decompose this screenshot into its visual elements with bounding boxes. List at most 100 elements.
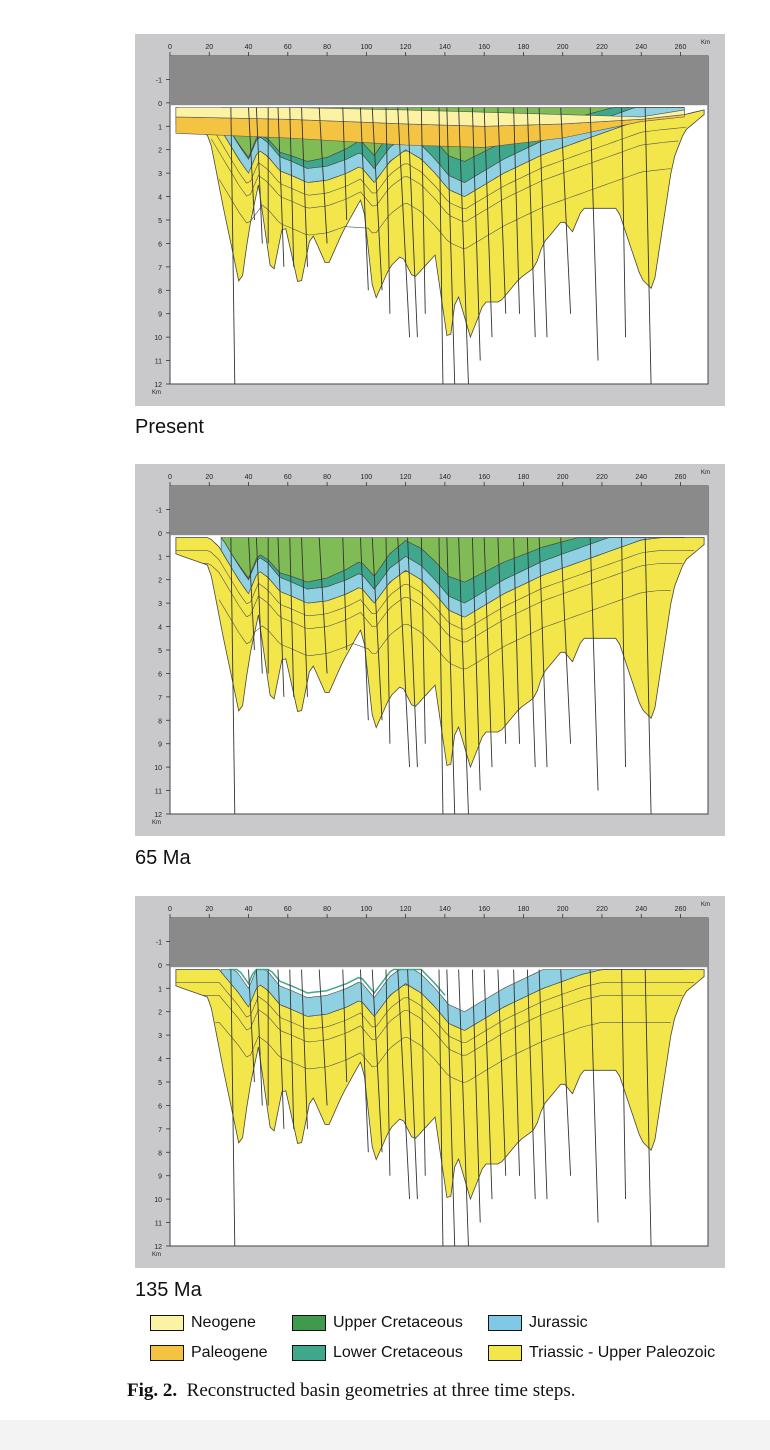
legend-label-lower-cretaceous: Lower Cretaceous [333, 1344, 463, 1361]
fault-line [301, 537, 308, 697]
horizon-line [210, 138, 679, 222]
fault-line [471, 969, 481, 1223]
fault-line [407, 537, 418, 768]
fault-line [255, 969, 263, 1106]
basin-panel-135ma: 0 20 40 60 80 100 120 140 160 180 200 220 240 260 Km -1… [135, 896, 725, 1268]
fault-line [513, 107, 520, 314]
fault-line [342, 107, 348, 221]
x-tick-label: 140 [439, 474, 451, 481]
fault-line [446, 537, 456, 815]
page-bottom-band [0, 1420, 770, 1450]
y-tick-label: 7 [158, 1127, 162, 1134]
fault-line [471, 107, 481, 361]
fault-line [385, 107, 391, 314]
x-tick-label: 120 [400, 474, 412, 481]
y-tick-label: 8 [158, 288, 162, 295]
y-tick-label: 2 [158, 1010, 162, 1017]
basin-cross-section: 0 20 40 60 80 100 120 140 160 180 200 220 240 260Km-1… [135, 464, 725, 836]
legend-item-lower-cretaceous: Lower Cretaceous [292, 1343, 463, 1363]
legend-swatch-upper-cretaceous [292, 1315, 326, 1331]
fault-line [538, 969, 548, 1200]
fault-line [371, 969, 383, 1153]
fault-line [458, 107, 469, 385]
fault-line [589, 969, 599, 1223]
panel-label-65ma: 65 Ma [135, 847, 191, 869]
legend-swatch-neogene [150, 1315, 184, 1331]
fault-line [438, 969, 444, 1247]
y-tick-label: 9 [158, 1174, 162, 1181]
y-axis-unit: Km [152, 820, 161, 826]
y-tick-label: 12 [154, 812, 162, 819]
layer-upper-cretaceous [220, 537, 685, 583]
x-tick-label: 220 [596, 44, 608, 51]
horizon-line [215, 1022, 671, 1083]
x-tick-label: 160 [478, 44, 490, 51]
legend-label-neogene: Neogene [191, 1314, 256, 1331]
fault-line [420, 107, 426, 314]
y-axis-unit: Km [152, 390, 161, 396]
y-tick-label: -1 [156, 939, 162, 946]
y-tick-label: 5 [158, 648, 162, 655]
fault-line [621, 107, 626, 338]
fault-line [420, 969, 426, 1176]
x-tick-label: 120 [400, 44, 412, 51]
x-tick-label: 260 [675, 474, 687, 481]
fault-line [644, 107, 652, 385]
x-tick-label: 20 [205, 906, 213, 913]
fault-line [277, 969, 285, 1129]
horizon-line [218, 168, 671, 249]
fault-line [621, 537, 626, 768]
y-tick-label: 9 [158, 742, 162, 749]
y-tick-label: 4 [158, 625, 162, 632]
x-tick-label: 240 [635, 474, 647, 481]
basin-cross-section: 0 20 40 60 80 100 120 140 160 180 200 220 240 260Km-1… [135, 896, 725, 1268]
caption-prefix: Fig. 2. [127, 1380, 178, 1401]
fault-line [371, 107, 383, 291]
fault-line [438, 107, 444, 385]
x-tick-label: 260 [675, 906, 687, 913]
caption-text: Reconstructed basin geometries at three … [186, 1380, 576, 1401]
fault-line [255, 537, 263, 674]
y-tick-label: 3 [158, 171, 162, 178]
x-tick-label: 80 [323, 906, 331, 913]
x-tick-label: 100 [361, 906, 373, 913]
x-tick-label: 200 [557, 906, 569, 913]
fault-line [318, 107, 328, 244]
y-tick-label: 11 [155, 789, 162, 796]
horizon-line [203, 563, 683, 643]
horizon-line [175, 550, 695, 630]
fault-line [230, 107, 236, 385]
fault-line [318, 537, 328, 674]
fault-line [420, 537, 426, 744]
x-tick-label: 60 [284, 474, 292, 481]
fault-line [289, 107, 295, 267]
x-tick-label: 180 [518, 474, 530, 481]
x-tick-label: 240 [635, 44, 647, 51]
x-tick-label: 100 [361, 474, 373, 481]
fault-line [446, 969, 456, 1247]
fault-line [526, 537, 536, 768]
y-tick-label: 8 [158, 718, 162, 725]
x-tick-label: 20 [205, 44, 213, 51]
x-tick-label: 0 [168, 44, 172, 51]
x-tick-label: 0 [168, 474, 172, 481]
x-tick-label: 220 [596, 906, 608, 913]
sky-area [170, 486, 708, 536]
fault-line [277, 537, 285, 697]
x-tick-label: 80 [323, 44, 331, 51]
horizon-line [175, 982, 695, 1043]
fault-line [471, 537, 481, 791]
fault-line [589, 107, 599, 361]
y-tick-label: 1 [158, 124, 162, 131]
fault-line [538, 107, 548, 338]
fault-line [385, 537, 391, 744]
x-tick-label: 240 [635, 906, 647, 913]
x-tick-label: 180 [518, 44, 530, 51]
x-tick-label: 0 [168, 906, 172, 913]
fault-line [318, 969, 328, 1106]
fault-line [407, 107, 418, 338]
y-axis-unit: Km [152, 1252, 161, 1258]
fault-line [371, 537, 383, 721]
fault-line [560, 107, 572, 314]
y-tick-label: 8 [158, 1150, 162, 1157]
